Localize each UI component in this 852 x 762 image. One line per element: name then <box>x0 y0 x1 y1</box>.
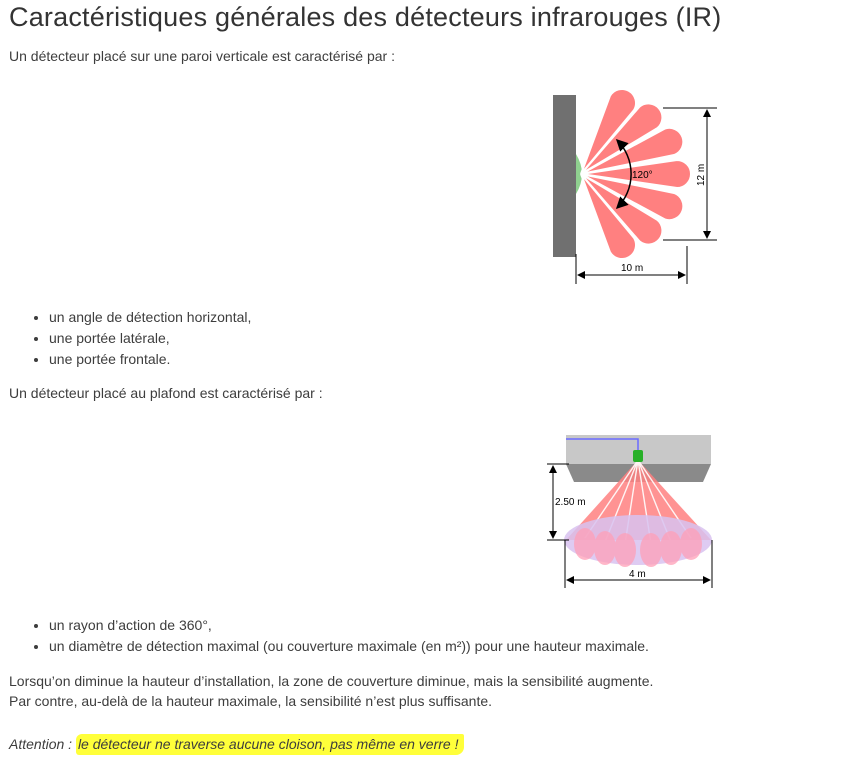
cable <box>566 438 639 452</box>
width-label: 4 m <box>629 569 646 580</box>
list-item: une portée frontale. <box>49 349 251 370</box>
wall-intro: Un détecteur placé sur une paroi vertica… <box>9 48 395 64</box>
page-title: Caractéristiques générales des détecteur… <box>9 2 722 32</box>
wall-detector-diagram: 120° 12 m 10 m <box>553 88 717 284</box>
wall-characteristics-list: un angle de détection horizontal, une po… <box>28 307 251 370</box>
angle-label: 120° <box>632 170 653 181</box>
wall <box>553 95 576 257</box>
notes-line-2: Par contre, au-delà de la hauteur maxima… <box>9 693 493 709</box>
list-item: un angle de détection horizontal, <box>49 307 251 328</box>
angle-arc <box>615 138 632 210</box>
ceiling-sensor <box>633 450 643 462</box>
width-label: 10 m <box>621 263 643 274</box>
wall-sensor <box>576 154 582 194</box>
attention-note: Attention : le détecteur ne traverse auc… <box>9 734 465 755</box>
ceiling-characteristics-list: un rayon d’action de 360°, un diamètre d… <box>28 615 649 657</box>
height-label: 2.50 m <box>555 497 586 508</box>
ceiling-detector-diagram: 2.50 m 4 m <box>547 435 713 588</box>
list-item: un diamètre de détection maximal (ou cou… <box>49 636 649 657</box>
notes-line-1: Lorsqu’on diminue la hauteur d’installat… <box>9 673 654 689</box>
height-label: 12 m <box>696 164 707 186</box>
attention-label: Attention : <box>9 736 73 752</box>
attention-highlight: le détecteur ne traverse aucune cloison,… <box>75 734 465 755</box>
list-item: une portée latérale, <box>49 328 251 349</box>
detection-lobes <box>580 88 692 261</box>
ceiling-intro: Un détecteur placé au plafond est caract… <box>9 385 323 401</box>
list-item: un rayon d’action de 360°, <box>49 615 649 636</box>
